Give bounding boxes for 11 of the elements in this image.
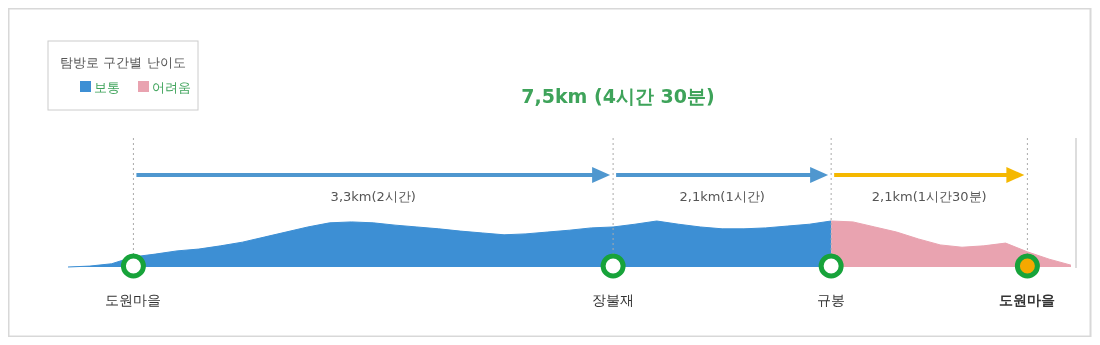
x-tick-label: 도원마을 <box>999 292 1056 308</box>
legend-label: 보통 <box>94 80 120 95</box>
text: 2,1km(1시간30분) <box>871 189 987 204</box>
legend-label: 어려움 <box>152 80 191 95</box>
x-tick-label: 규봉 <box>817 292 846 308</box>
x-tick-label: 도원마을 <box>105 292 162 308</box>
legend-title: 탐방로 구간별 난이도 <box>60 55 186 70</box>
text: 2,1km(1시간) <box>679 189 765 204</box>
chart-title: 7,5km (4시간 30분) <box>521 85 715 107</box>
x-tick-label: 장불재 <box>592 292 635 308</box>
text: 3,3km(2시간) <box>330 189 416 204</box>
